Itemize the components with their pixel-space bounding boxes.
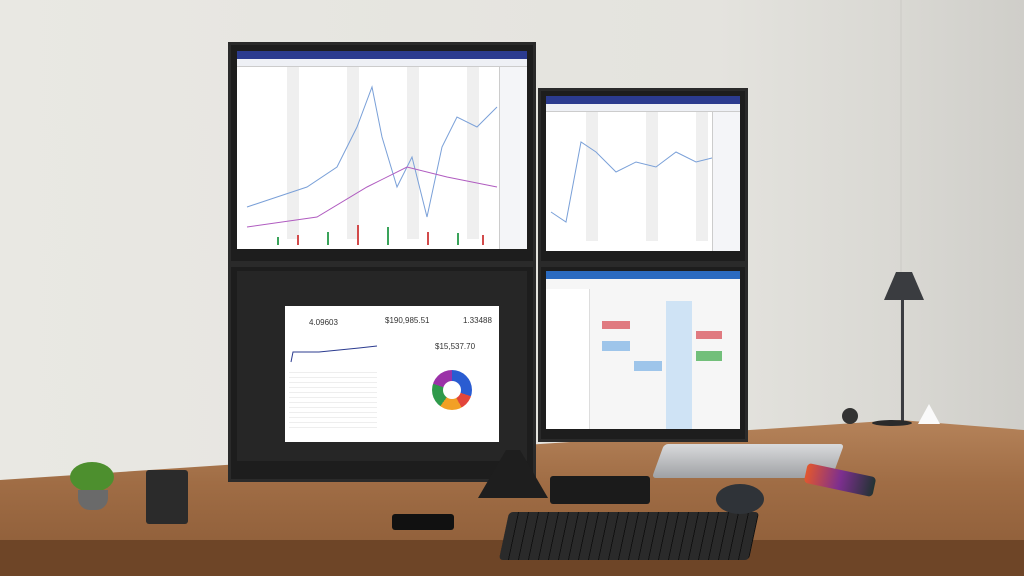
price-line-chart-2 — [550, 141, 717, 223]
event[interactable] — [634, 361, 662, 371]
decor-sphere — [842, 408, 858, 424]
metric-3: 1.33488 — [463, 316, 492, 325]
stock-chart-screen — [237, 51, 527, 249]
calendar-sidebar — [546, 289, 590, 429]
lamp-base — [872, 420, 912, 426]
price-line-chart — [246, 85, 498, 245]
usb-hub — [392, 514, 454, 530]
plant-pot — [78, 490, 108, 510]
event[interactable] — [696, 351, 722, 361]
chart-band — [407, 67, 419, 239]
calendar-screen — [546, 271, 740, 429]
wall-corner — [900, 0, 902, 430]
chart-toolbar — [546, 104, 740, 112]
metric-1: 4.09603 — [309, 318, 338, 327]
browser-titlebar — [546, 96, 740, 104]
today-column — [666, 301, 692, 429]
monitor-top-left — [228, 42, 536, 264]
potted-plant — [70, 462, 114, 492]
value-line-chart — [290, 345, 378, 363]
keyboard — [498, 512, 760, 560]
event[interactable] — [602, 321, 630, 329]
app-titlebar — [546, 271, 740, 279]
watchlist-panel — [499, 67, 527, 249]
chart-band — [696, 112, 708, 241]
metric-2: $190,985.51 — [385, 316, 430, 325]
event[interactable] — [602, 341, 630, 351]
chart-toolbar — [237, 59, 527, 67]
chart-band — [586, 112, 598, 241]
decor-cone — [918, 404, 940, 424]
event[interactable] — [696, 331, 722, 339]
monitor-bottom-right — [538, 264, 748, 442]
chart-band — [347, 67, 359, 239]
chart-band — [287, 67, 299, 239]
watchlist-panel — [712, 112, 740, 251]
stock-chart-screen-2 — [546, 96, 740, 251]
mouse — [716, 484, 764, 514]
monitor-top-right — [538, 88, 748, 264]
portfolio-dashboard: 4.09603 $190,985.51 1.33488 $15,537.70 — [285, 306, 499, 442]
docking-station — [550, 476, 650, 504]
lamp-pole — [901, 298, 904, 422]
allocation-donut-chart — [432, 370, 472, 410]
chart-band — [646, 112, 658, 241]
chart-band — [467, 67, 479, 239]
holdings-table — [289, 368, 377, 432]
browser-titlebar — [237, 51, 527, 59]
metric-4: $15,537.70 — [435, 342, 476, 351]
speaker — [146, 470, 188, 524]
desk-lamp — [884, 272, 924, 300]
